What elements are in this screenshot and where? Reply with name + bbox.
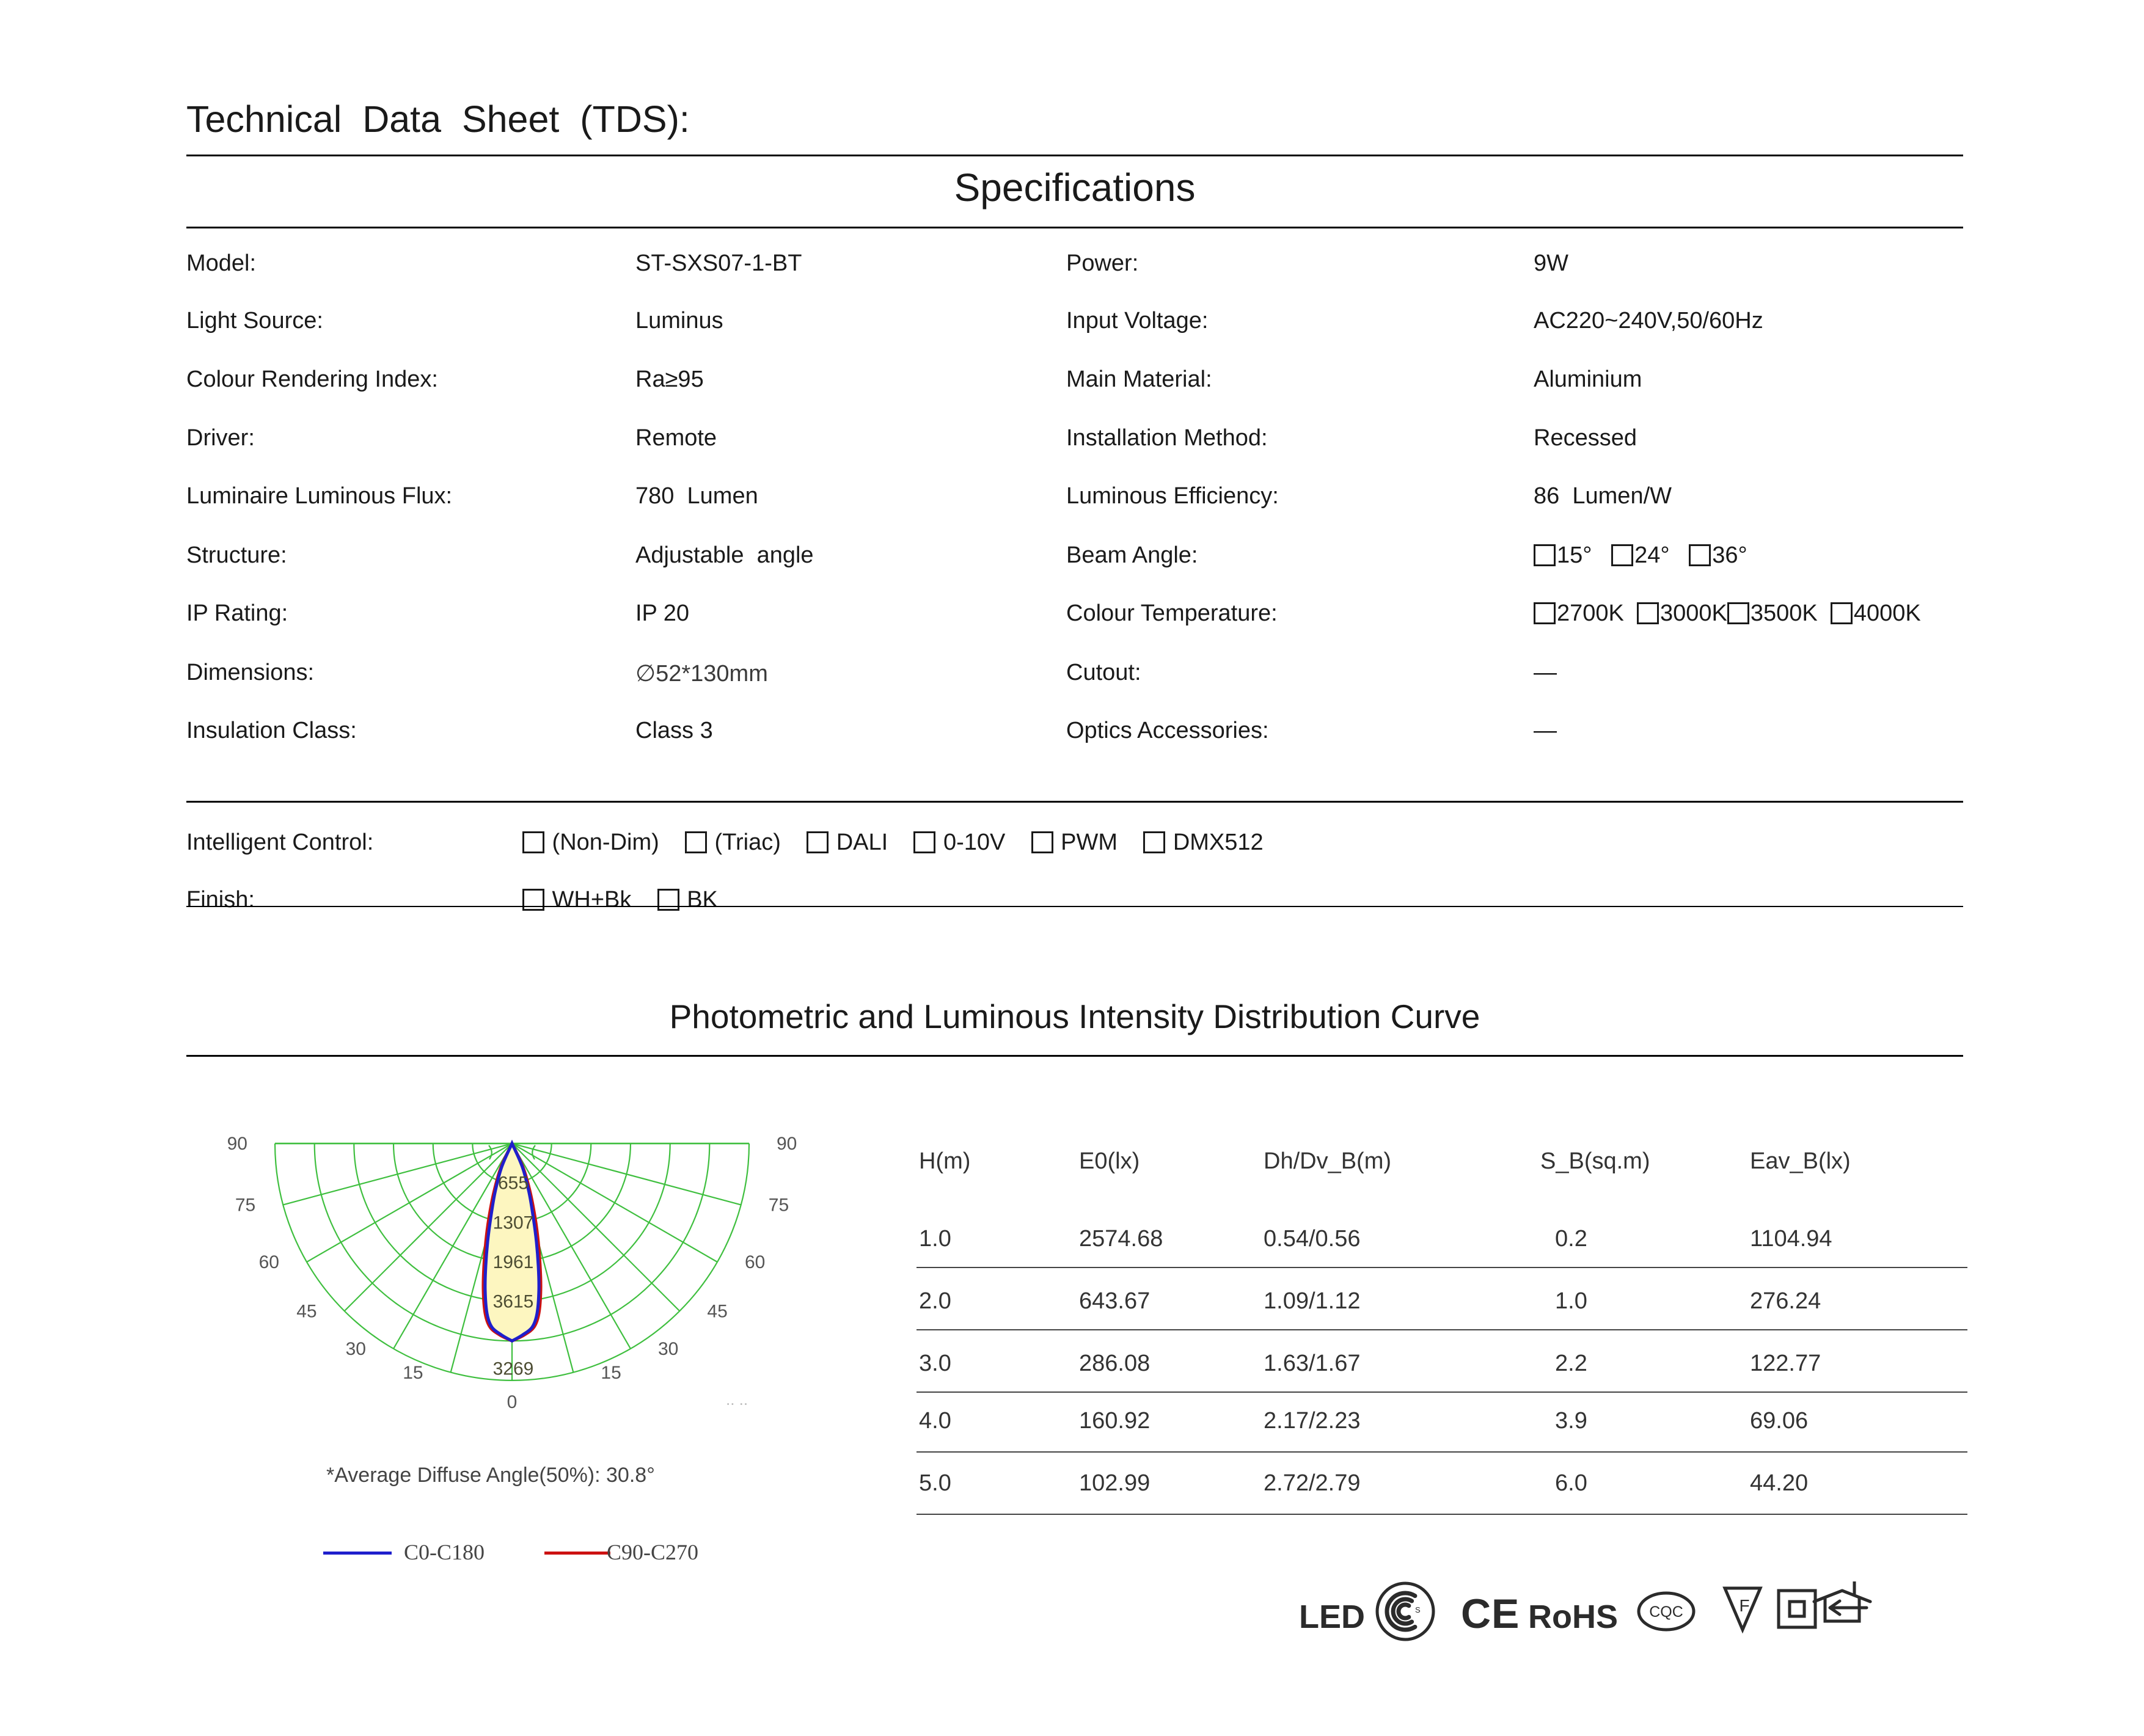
svg-text:3615: 3615 bbox=[493, 1292, 534, 1312]
svg-text:60: 60 bbox=[259, 1252, 279, 1272]
svg-text:CQC: CQC bbox=[1649, 1603, 1683, 1621]
svg-text:LED: LED bbox=[1299, 1599, 1365, 1635]
svg-text:F: F bbox=[1739, 1596, 1749, 1615]
svg-text:60: 60 bbox=[745, 1252, 765, 1272]
svg-text:75: 75 bbox=[235, 1195, 255, 1215]
svg-text:30: 30 bbox=[346, 1339, 366, 1359]
svg-text:0: 0 bbox=[507, 1392, 518, 1412]
svg-text:.. ..: .. .. bbox=[726, 1390, 748, 1409]
svg-text:3269: 3269 bbox=[493, 1359, 534, 1379]
svg-text:S: S bbox=[1415, 1605, 1421, 1614]
svg-text:1307: 1307 bbox=[493, 1213, 534, 1233]
svg-text:15: 15 bbox=[601, 1363, 621, 1383]
svg-text:90: 90 bbox=[777, 1134, 797, 1154]
svg-text:45: 45 bbox=[707, 1301, 727, 1321]
svg-text:655: 655 bbox=[498, 1173, 529, 1194]
svg-text:C: C bbox=[1461, 1591, 1491, 1637]
svg-text:30: 30 bbox=[658, 1339, 678, 1359]
svg-text:75: 75 bbox=[769, 1195, 789, 1215]
svg-text:45: 45 bbox=[296, 1301, 316, 1321]
svg-text:90: 90 bbox=[227, 1134, 247, 1154]
svg-text:E: E bbox=[1491, 1591, 1519, 1637]
svg-text:RoHS: RoHS bbox=[1528, 1599, 1618, 1635]
svg-text:15: 15 bbox=[403, 1363, 423, 1383]
svg-text:1961: 1961 bbox=[493, 1252, 534, 1272]
